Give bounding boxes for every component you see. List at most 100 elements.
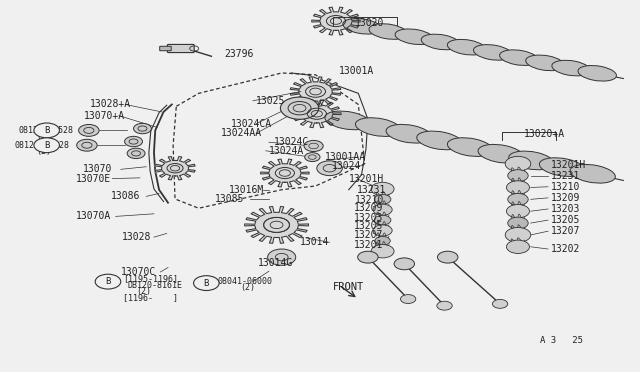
Circle shape (79, 125, 99, 137)
Circle shape (371, 182, 394, 196)
Circle shape (508, 193, 528, 205)
Ellipse shape (578, 65, 616, 81)
Circle shape (438, 251, 458, 263)
Text: 13024A: 13024A (269, 146, 304, 156)
Ellipse shape (509, 151, 554, 170)
Text: 13001A: 13001A (339, 66, 374, 76)
Ellipse shape (324, 111, 370, 130)
Circle shape (506, 181, 529, 194)
Text: 13024C: 13024C (274, 137, 309, 147)
Circle shape (305, 153, 320, 161)
Ellipse shape (447, 39, 486, 55)
Text: 23796: 23796 (224, 49, 253, 60)
Polygon shape (290, 77, 341, 106)
Text: 13209: 13209 (354, 203, 383, 213)
Circle shape (125, 137, 143, 147)
Circle shape (134, 124, 152, 134)
Ellipse shape (552, 60, 590, 76)
Polygon shape (312, 7, 360, 35)
Text: A 3   25: A 3 25 (540, 336, 583, 346)
FancyBboxPatch shape (160, 46, 172, 51)
Text: 13014G: 13014G (257, 258, 292, 268)
Ellipse shape (478, 144, 524, 163)
Text: 13207: 13207 (354, 230, 383, 240)
Text: 13028+A: 13028+A (90, 99, 131, 109)
Text: 13070: 13070 (83, 164, 112, 174)
Text: 13231: 13231 (551, 171, 580, 181)
Circle shape (437, 301, 452, 310)
Circle shape (371, 244, 394, 258)
Text: DB120-8161E: DB120-8161E (127, 281, 182, 290)
Text: 13024CA: 13024CA (230, 119, 272, 129)
Circle shape (374, 195, 391, 204)
Ellipse shape (369, 24, 408, 39)
Text: 13210: 13210 (355, 195, 385, 205)
Text: 13020: 13020 (355, 18, 385, 28)
Circle shape (394, 258, 415, 270)
Text: 13201H: 13201H (551, 160, 586, 170)
Ellipse shape (355, 118, 401, 137)
Text: 13207: 13207 (551, 226, 580, 236)
Circle shape (505, 228, 531, 242)
Text: 13203: 13203 (354, 212, 383, 222)
Circle shape (506, 205, 529, 218)
Circle shape (401, 295, 416, 304)
Text: 08041-06000: 08041-06000 (218, 277, 273, 286)
Text: FRONT: FRONT (333, 282, 364, 292)
Ellipse shape (500, 50, 538, 65)
Text: 13001AA: 13001AA (325, 152, 366, 162)
Ellipse shape (525, 55, 564, 71)
Circle shape (375, 236, 390, 245)
Text: 13085: 13085 (214, 194, 244, 204)
Text: (2): (2) (36, 132, 51, 142)
Text: 13231: 13231 (357, 186, 387, 195)
Text: 13209: 13209 (551, 193, 580, 203)
Text: 13203: 13203 (551, 204, 580, 214)
Text: 13202: 13202 (551, 244, 580, 254)
Circle shape (317, 161, 342, 176)
Text: 13086: 13086 (111, 191, 140, 201)
Text: 13070C: 13070C (121, 267, 156, 277)
Ellipse shape (540, 158, 585, 176)
Circle shape (508, 170, 528, 182)
Circle shape (508, 217, 528, 229)
Text: 13205: 13205 (354, 221, 383, 231)
Text: (2): (2) (136, 287, 151, 296)
Text: 13210: 13210 (551, 182, 580, 192)
Circle shape (492, 299, 508, 308)
Polygon shape (292, 100, 341, 128)
Polygon shape (260, 159, 309, 187)
Text: 13070+A: 13070+A (84, 110, 125, 121)
Text: 13205: 13205 (551, 215, 580, 225)
FancyBboxPatch shape (168, 44, 194, 52)
Text: 13020+A: 13020+A (524, 129, 566, 139)
Text: B: B (44, 141, 49, 150)
Ellipse shape (343, 19, 381, 34)
Circle shape (304, 140, 323, 151)
Ellipse shape (421, 34, 460, 50)
Text: 13016M: 13016M (229, 185, 264, 195)
Circle shape (373, 225, 392, 236)
Text: 13070A: 13070A (76, 211, 111, 221)
Polygon shape (244, 206, 308, 243)
Polygon shape (155, 157, 195, 180)
Text: B: B (106, 277, 111, 286)
Ellipse shape (417, 131, 462, 150)
Ellipse shape (386, 124, 431, 143)
Circle shape (95, 274, 121, 289)
Text: 08120-61628: 08120-61628 (15, 141, 70, 150)
Text: B: B (204, 279, 209, 288)
Circle shape (193, 276, 219, 291)
Circle shape (34, 138, 60, 153)
Text: 13024AA: 13024AA (221, 128, 262, 138)
Text: 13201H: 13201H (349, 174, 384, 185)
Text: 13025: 13025 (256, 96, 285, 106)
Circle shape (280, 97, 319, 119)
Ellipse shape (395, 29, 433, 45)
Circle shape (358, 251, 378, 263)
Text: [1195-1196]: [1195-1196] (123, 274, 178, 283)
Text: 13024: 13024 (332, 161, 361, 171)
Circle shape (268, 249, 296, 265)
Text: [1196-    ]: [1196- ] (123, 294, 178, 302)
Text: 13028: 13028 (122, 232, 152, 242)
